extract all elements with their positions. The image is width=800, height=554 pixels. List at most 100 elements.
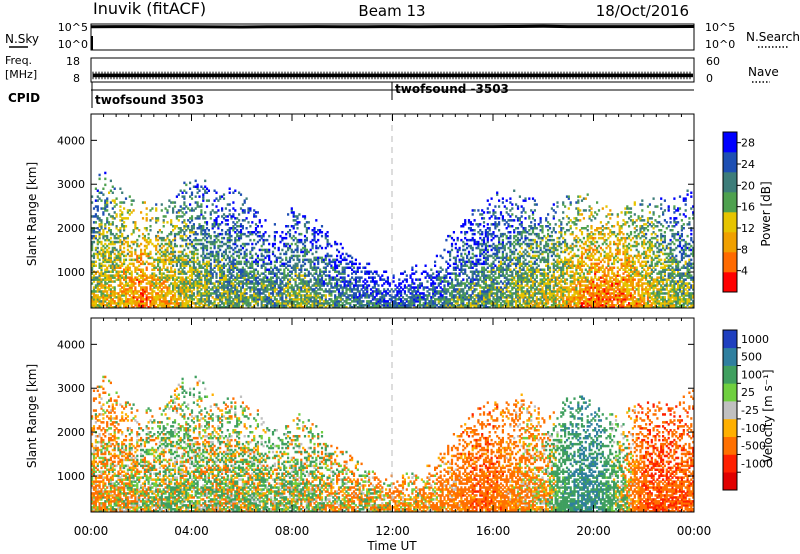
power-cell: [155, 217, 158, 220]
power-cell: [221, 252, 224, 256]
power-cell: [190, 197, 194, 200]
power-cell: [126, 234, 129, 238]
power-cell: [273, 274, 276, 277]
power-cell: [181, 195, 184, 198]
power-cell: [202, 298, 205, 301]
power-cell: [91, 282, 94, 285]
power-cell: [313, 236, 316, 240]
power-cell: [343, 306, 346, 308]
power-cell: [251, 270, 254, 273]
power-cell: [138, 290, 141, 293]
power-cell: [275, 280, 278, 283]
power-cell: [243, 274, 246, 277]
power-cell: [390, 298, 393, 301]
power-cell: [113, 260, 116, 264]
power-cell: [221, 284, 224, 287]
power-cell: [226, 296, 229, 299]
power-cell: [124, 304, 128, 307]
power-cell: [141, 272, 145, 275]
power-cell: [189, 217, 192, 220]
power-cell: [236, 254, 239, 258]
power-cell: [258, 238, 261, 242]
power-cell: [215, 298, 218, 301]
power-cell: [466, 254, 469, 258]
power-cell: [234, 302, 237, 305]
power-cell: [486, 270, 489, 273]
power-cell: [126, 284, 129, 287]
power-cell: [200, 231, 203, 234]
power-cell: [189, 181, 192, 185]
power-cell: [469, 229, 472, 232]
power-cell: [490, 280, 493, 283]
power-cell: [279, 272, 282, 275]
power-cell: [388, 298, 391, 301]
power-cell: [92, 260, 96, 264]
power-cell: [155, 203, 158, 206]
power-cell: [460, 302, 463, 305]
power-cell: [134, 276, 137, 279]
power-cell: [124, 217, 128, 220]
power-cell: [179, 254, 182, 258]
power-cell: [443, 304, 446, 307]
power-cell: [251, 300, 254, 303]
power-cell: [106, 219, 109, 222]
power-cell: [358, 276, 361, 279]
power-cell: [481, 294, 484, 297]
power-cell: [213, 260, 216, 264]
power-cell: [254, 268, 258, 271]
power-cell: [322, 284, 325, 287]
power-cell: [98, 282, 101, 285]
power-cell: [450, 282, 454, 285]
power-cell: [243, 250, 246, 254]
power-cell: [145, 229, 148, 232]
power-cell: [213, 258, 216, 262]
power-cell: [473, 298, 476, 301]
power-cell: [430, 296, 433, 299]
power-cell: [109, 252, 112, 256]
power-cell: [273, 298, 276, 301]
power-cell: [172, 211, 175, 214]
power-cell: [98, 304, 101, 307]
power-cell: [170, 306, 173, 308]
power-cell: [324, 258, 327, 262]
power-cell: [189, 234, 192, 238]
power-cell: [145, 244, 148, 248]
power-cell: [490, 276, 493, 279]
power-cell: [215, 276, 218, 279]
power-cell: [192, 231, 195, 234]
power-cell: [119, 227, 122, 230]
power-cell: [130, 284, 133, 287]
power-cell: [162, 290, 165, 293]
power-cell: [320, 231, 324, 234]
power-cell: [473, 229, 476, 232]
power-cell: [205, 191, 209, 194]
power-cell: [179, 256, 182, 260]
power-cell: [198, 286, 201, 289]
power-cell: [477, 302, 480, 305]
power-cell: [313, 284, 316, 287]
power-cell: [190, 225, 194, 228]
power-cell: [121, 264, 124, 267]
power-cell: [166, 266, 169, 269]
power-cell: [179, 234, 182, 238]
power-cell: [192, 227, 195, 230]
power-cell: [109, 229, 112, 232]
power-cell: [396, 298, 399, 301]
power-cell: [467, 276, 471, 279]
power-cell: [92, 296, 96, 299]
power-cell: [298, 276, 301, 279]
power-cell: [177, 288, 180, 291]
power-cell: [260, 280, 263, 283]
power-cell: [209, 240, 212, 244]
power-cell: [303, 238, 307, 242]
power-cell: [136, 266, 139, 269]
power-cell: [98, 272, 101, 275]
power-cell: [147, 236, 150, 240]
power-cell: [213, 292, 216, 295]
freq-right-tick-top: 60: [706, 55, 720, 68]
power-cell: [264, 304, 267, 307]
power-cell: [96, 304, 99, 307]
power-cell: [187, 256, 190, 260]
power-cell: [100, 219, 103, 222]
power-cell: [109, 302, 112, 305]
